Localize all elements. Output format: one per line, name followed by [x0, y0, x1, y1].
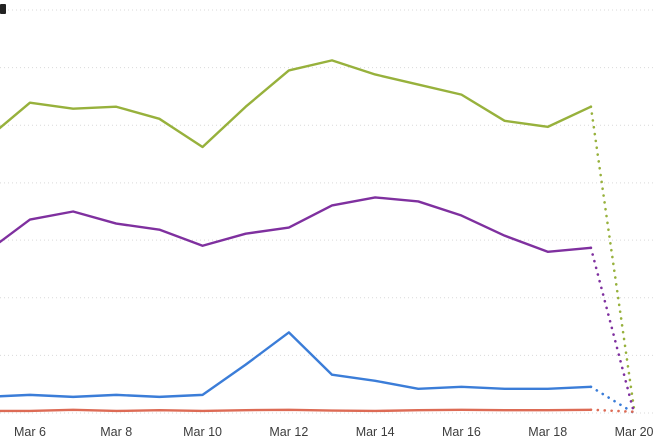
x-tick-label: Mar 18 — [528, 425, 567, 439]
x-tick-label: Mar 20 — [615, 425, 654, 439]
red-series-line[interactable] — [0, 408, 593, 413]
x-tick-label: Mar 8 — [100, 425, 132, 439]
green-series-dotted-projection[interactable] — [589, 105, 636, 411]
blue-series-line[interactable] — [0, 331, 593, 399]
x-tick-label: Mar 16 — [442, 425, 481, 439]
green-series-line[interactable] — [0, 59, 593, 149]
x-tick-label: Mar 12 — [269, 425, 308, 439]
clipped-y-axis-label-fragment — [0, 4, 6, 14]
x-tick-label: Mar 10 — [183, 425, 222, 439]
x-tick-label: Mar 6 — [14, 425, 46, 439]
x-tick-label: Mar 14 — [356, 425, 395, 439]
blue-series-dotted-projection[interactable] — [589, 385, 636, 415]
purple-series-line[interactable] — [0, 196, 593, 254]
purple-series-dotted-projection[interactable] — [589, 246, 636, 415]
red-series-dotted-projection[interactable] — [589, 408, 636, 414]
